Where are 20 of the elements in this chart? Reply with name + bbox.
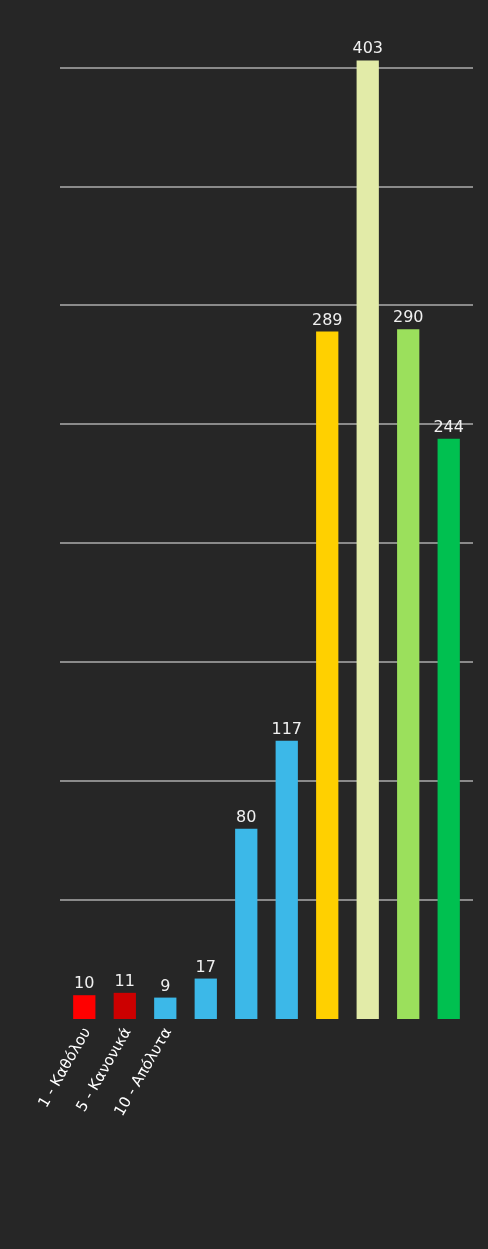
bar xyxy=(73,995,96,1019)
bar xyxy=(316,331,339,1019)
bar xyxy=(154,997,177,1019)
bar xyxy=(235,828,258,1019)
data-label: 9 xyxy=(160,975,171,995)
data-label: 17 xyxy=(195,956,216,976)
bar xyxy=(275,740,298,1019)
data-label: 80 xyxy=(236,806,257,826)
data-label: 11 xyxy=(114,970,135,990)
data-label: 403 xyxy=(352,38,383,58)
data-label: 289 xyxy=(311,309,343,329)
bar xyxy=(194,978,217,1019)
data-label: 290 xyxy=(392,307,424,327)
bar xyxy=(397,329,420,1019)
data-label: 117 xyxy=(271,718,303,738)
data-label: 10 xyxy=(74,973,95,993)
bar xyxy=(437,438,460,1019)
bar xyxy=(356,60,379,1019)
bar xyxy=(113,992,136,1019)
data-label: 244 xyxy=(433,416,464,436)
